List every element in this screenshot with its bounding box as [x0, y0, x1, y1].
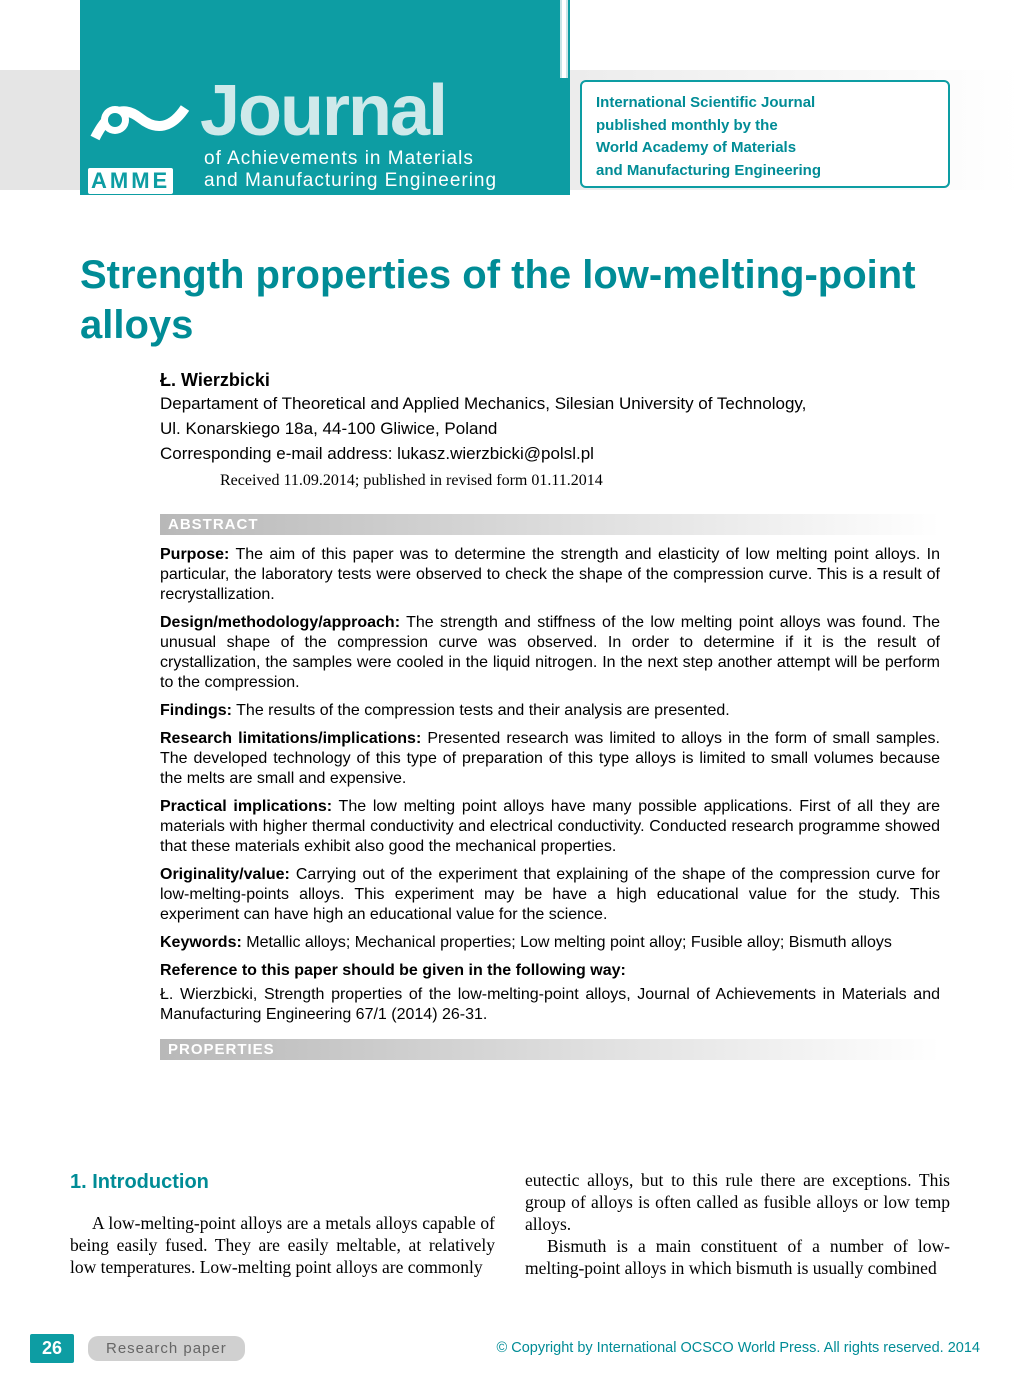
- intro-para-1: A low-melting-point alloys are a metals …: [70, 1213, 495, 1279]
- header-divider: [560, 0, 568, 78]
- amme-logo-icon: [85, 88, 195, 158]
- abstract-practical: Practical implications: The low melting …: [160, 797, 940, 857]
- section-1-heading: 1. Introduction: [70, 1170, 495, 1195]
- abstract-reference: Ł. Wierzbicki, Strength properties of th…: [160, 985, 940, 1025]
- publisher-line-2: published monthly by the: [596, 115, 934, 138]
- properties-bar: PROPERTIES: [160, 1039, 940, 1060]
- copyright-text: © Copyright by International OCSCO World…: [497, 1340, 980, 1356]
- abstract-block: ABSTRACT Purpose: The aim of this paper …: [160, 500, 940, 1070]
- affiliation-line-2: Ul. Konarskiego 18a, 44-100 Gliwice, Pol…: [160, 418, 940, 441]
- column-right: eutectic alloys, but to this rule there …: [525, 1170, 950, 1279]
- journal-subtitle-1: of Achievements in Materials: [204, 148, 474, 170]
- abstract-bar: ABSTRACT: [160, 514, 940, 535]
- received-date: Received 11.09.2014; published in revise…: [220, 472, 940, 490]
- publisher-line-1: International Scientific Journal: [596, 92, 934, 115]
- abstract-reference-label: Reference to this paper should be given …: [160, 961, 940, 981]
- affiliation-line-1: Departament of Theoretical and Applied M…: [160, 393, 940, 416]
- intro-para-3: Bismuth is a main constituent of a numbe…: [525, 1236, 950, 1280]
- abstract-keywords: Keywords: Metallic alloys; Mechanical pr…: [160, 933, 940, 953]
- author-name: Ł. Wierzbicki: [160, 370, 940, 391]
- page-number: 26: [30, 1334, 74, 1363]
- body-columns: 1. Introduction A low-melting-point allo…: [70, 1170, 950, 1279]
- publisher-box: International Scientific Journal publish…: [580, 80, 950, 188]
- abstract-purpose: Purpose: The aim of this paper was to de…: [160, 545, 940, 605]
- author-block: Ł. Wierzbicki Departament of Theoretical…: [160, 370, 940, 490]
- abstract-originality: Originality/value: Carrying out of the e…: [160, 865, 940, 925]
- article-title: Strength properties of the low-melting-p…: [80, 250, 960, 350]
- intro-para-2: eutectic alloys, but to this rule there …: [525, 1170, 950, 1236]
- journal-subtitle-2: and Manufacturing Engineering: [204, 170, 497, 192]
- publisher-line-3: World Academy of Materials: [596, 137, 934, 160]
- publisher-line-4: and Manufacturing Engineering: [596, 160, 934, 183]
- column-left: 1. Introduction A low-melting-point allo…: [70, 1170, 495, 1279]
- corresponding-email: Corresponding e-mail address: lukasz.wie…: [160, 443, 940, 466]
- page-footer: 26 Research paper © Copyright by Interna…: [0, 1330, 1020, 1364]
- abstract-limitations: Research limitations/implications: Prese…: [160, 729, 940, 789]
- abstract-design: Design/methodology/approach: The strengt…: [160, 613, 940, 693]
- journal-wordmark: Journal: [200, 70, 446, 152]
- research-paper-label: Research paper: [88, 1336, 245, 1361]
- abstract-findings: Findings: The results of the compression…: [160, 701, 940, 721]
- amme-label: AMME: [88, 168, 173, 194]
